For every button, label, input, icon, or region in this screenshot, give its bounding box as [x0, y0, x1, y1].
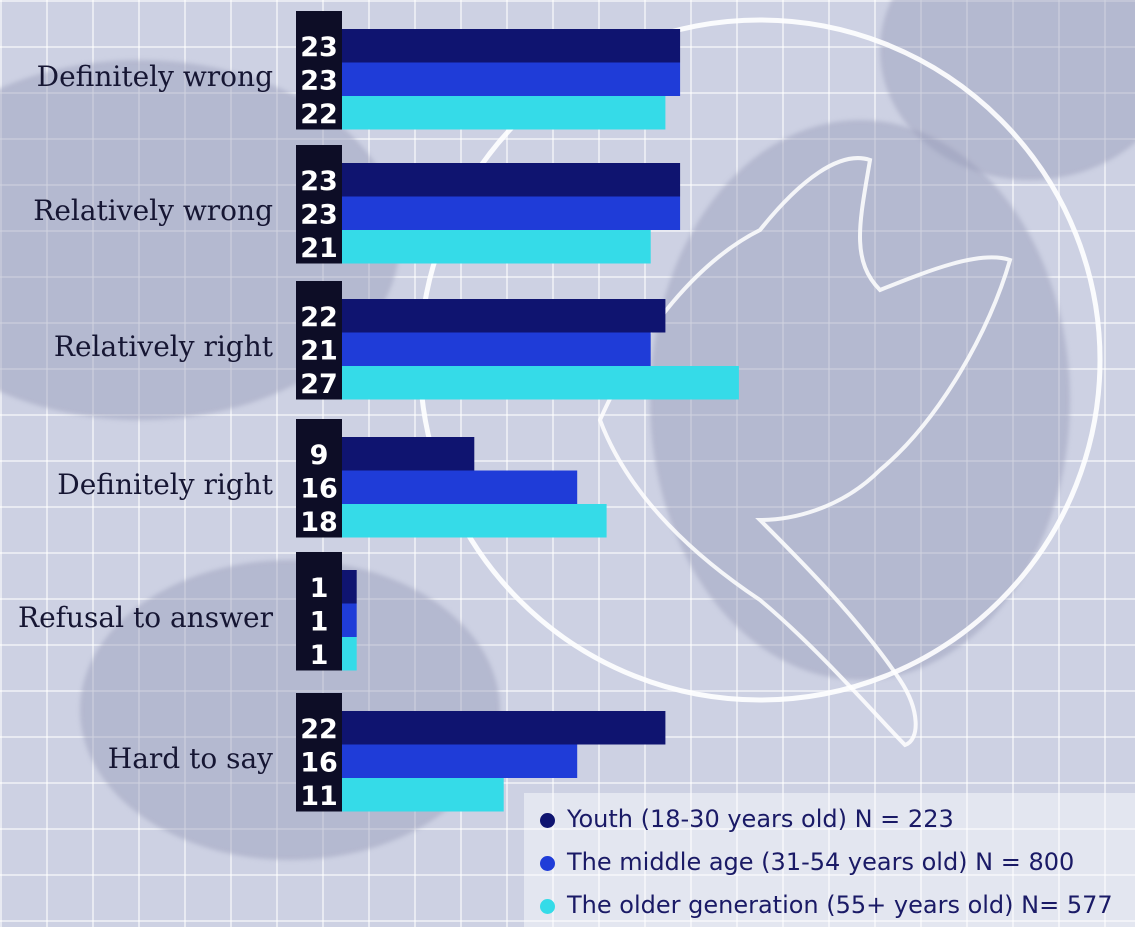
category-label: Definitely right	[57, 468, 273, 502]
bar	[342, 163, 681, 197]
bar	[342, 437, 475, 471]
value-label-box	[296, 281, 342, 400]
bar	[342, 366, 739, 400]
data-label: 27	[300, 369, 338, 400]
bar	[342, 778, 504, 812]
data-label: 21	[300, 335, 338, 366]
category-label: Definitely wrong	[36, 60, 273, 94]
data-label: 18	[300, 507, 338, 538]
bar	[342, 711, 666, 745]
bar	[342, 332, 651, 366]
data-label: 11	[300, 781, 338, 812]
bar	[342, 637, 357, 671]
bar	[342, 504, 607, 538]
bar	[342, 744, 578, 778]
data-label: 23	[300, 32, 338, 63]
legend-label: The middle age (31-54 years old) N = 800	[567, 848, 1075, 876]
bar	[342, 29, 681, 63]
data-label: 9	[310, 440, 329, 471]
legend: Youth (18-30 years old) N = 223 The midd…	[524, 793, 1135, 927]
value-label-box	[296, 11, 342, 130]
legend-swatch	[540, 855, 555, 871]
bar	[342, 96, 666, 130]
bar	[342, 470, 578, 504]
data-label: 23	[300, 166, 338, 197]
data-label: 1	[310, 640, 329, 671]
value-label-box	[296, 693, 342, 812]
category-label: Relatively wrong	[33, 194, 273, 228]
data-label: 22	[300, 99, 338, 130]
value-label-box	[296, 552, 342, 671]
bar	[342, 603, 357, 637]
data-label: 21	[300, 233, 338, 264]
dove-outline	[597, 156, 1013, 748]
category-label: Refusal to answer	[18, 601, 273, 635]
category-label: Relatively right	[53, 330, 273, 364]
bar	[342, 62, 681, 96]
legend-swatch	[540, 898, 555, 914]
legend-swatch	[540, 812, 555, 828]
legend-item-middle-age: The middle age (31-54 years old) N = 800	[540, 848, 1074, 876]
data-label: 23	[300, 199, 338, 230]
legend-label: Youth (18-30 years old) N = 223	[567, 805, 954, 833]
value-label-box	[296, 145, 342, 264]
data-label: 1	[310, 606, 329, 637]
legend-item-youth: Youth (18-30 years old) N = 223	[540, 805, 954, 833]
value-label-box	[296, 419, 342, 538]
bar	[342, 196, 681, 230]
data-label: 16	[300, 473, 338, 504]
legend-item-older-generation: The older generation (55+ years old) N= …	[540, 891, 1113, 919]
bar	[342, 230, 651, 264]
bar	[342, 299, 666, 333]
data-label: 22	[300, 714, 338, 745]
data-label: 16	[300, 747, 338, 778]
category-label: Hard to say	[107, 742, 273, 776]
data-label: 1	[310, 573, 329, 604]
legend-label: The older generation (55+ years old) N= …	[567, 891, 1113, 919]
bar	[342, 570, 357, 604]
data-label: 22	[300, 302, 338, 333]
data-label: 23	[300, 65, 338, 96]
